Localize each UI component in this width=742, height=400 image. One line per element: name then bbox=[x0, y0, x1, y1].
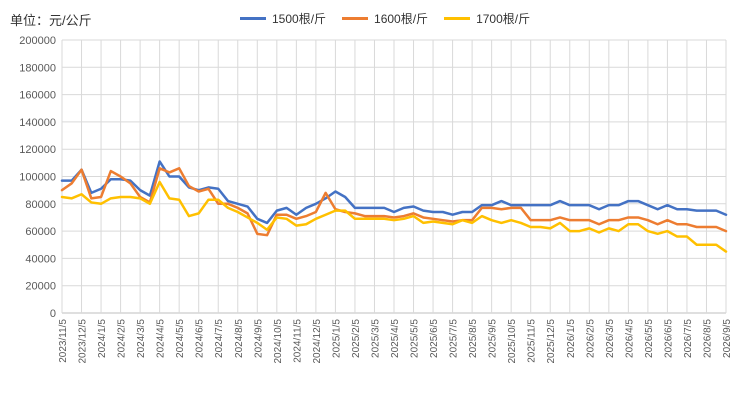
x-tick-label: 2025/3/5 bbox=[370, 319, 381, 358]
legend-label-1600: 1600根/斤 bbox=[374, 12, 429, 26]
x-tick-label: 2024/4/5 bbox=[156, 319, 167, 358]
x-tick-label: 2024/1/5 bbox=[97, 319, 108, 358]
x-tick-label: 2024/8/5 bbox=[234, 319, 245, 358]
x-tick-label: 2026/3/5 bbox=[605, 319, 616, 358]
x-tick-label: 2025/8/5 bbox=[468, 319, 479, 358]
x-tick-label: 2026/5/5 bbox=[644, 319, 655, 358]
x-axis-ticks: 2023/11/5 2023/12/5 2024/1/5 2024/2/5 2024/3… bbox=[58, 319, 733, 364]
grid-layer bbox=[61, 39, 727, 314]
x-tick-label: 2025/5/5 bbox=[410, 319, 421, 358]
x-tick-label: 2024/6/5 bbox=[195, 319, 206, 358]
x-tick-label: 2026/2/5 bbox=[585, 319, 596, 358]
legend-swatch-1700 bbox=[444, 17, 471, 20]
x-tick-label: 2023/12/5 bbox=[78, 319, 89, 364]
x-tick-label: 2025/11/5 bbox=[527, 319, 538, 363]
x-tick-label: 2025/4/5 bbox=[390, 319, 401, 358]
y-tick-label: 120000 bbox=[19, 144, 56, 156]
legend-item-1700: 1700根/斤 bbox=[444, 10, 530, 27]
x-tick-label: 2023/11/5 bbox=[58, 319, 69, 363]
y-tick-label: 60000 bbox=[25, 226, 56, 238]
y-axis-ticks: 0 20000 40000 60000 80000 100000 120000 140000 1… bbox=[19, 35, 56, 320]
unit-label: 单位：元/公斤 bbox=[10, 13, 92, 28]
legend-label-1500: 1500根/斤 bbox=[272, 12, 327, 26]
x-tick-label: 2025/7/5 bbox=[449, 319, 460, 358]
x-tick-label: 2024/7/5 bbox=[214, 319, 225, 358]
series-line-1700 bbox=[60, 180, 728, 253]
legend: 1500根/斤 1600根/斤 1700根/斤 bbox=[240, 10, 530, 27]
legend-swatch-1600 bbox=[342, 17, 369, 20]
x-tick-label: 2025/2/5 bbox=[351, 319, 362, 358]
y-tick-label: 140000 bbox=[19, 117, 56, 129]
y-tick-label: 20000 bbox=[25, 281, 56, 293]
y-tick-label: 0 bbox=[50, 308, 56, 320]
x-tick-label: 2026/8/5 bbox=[702, 319, 713, 358]
y-tick-label: 40000 bbox=[25, 253, 56, 265]
x-tick-label: 2025/6/5 bbox=[429, 319, 440, 358]
legend-item-1500: 1500根/斤 bbox=[240, 10, 326, 27]
x-tick-label: 2026/4/5 bbox=[624, 319, 635, 358]
x-tick-label: 2024/5/5 bbox=[175, 319, 186, 358]
legend-label-1700: 1700根/斤 bbox=[476, 12, 531, 26]
x-tick-label: 2026/1/5 bbox=[566, 319, 577, 358]
y-tick-label: 80000 bbox=[25, 199, 56, 211]
x-tick-label: 2026/9/5 bbox=[722, 319, 733, 358]
y-tick-label: 200000 bbox=[19, 35, 56, 47]
x-tick-label: 2024/10/5 bbox=[273, 319, 284, 364]
x-tick-label: 2025/12/5 bbox=[546, 319, 557, 364]
x-tick-label: 2024/12/5 bbox=[312, 319, 323, 364]
y-tick-label: 160000 bbox=[19, 90, 56, 102]
x-tick-label: 2024/2/5 bbox=[117, 319, 128, 358]
y-tick-label: 100000 bbox=[19, 172, 56, 184]
x-tick-label: 2024/11/5 bbox=[292, 319, 303, 363]
x-tick-label: 2026/6/5 bbox=[663, 319, 674, 358]
series-line-1500 bbox=[60, 160, 728, 225]
series-layer bbox=[60, 160, 728, 253]
x-tick-label: 2025/10/5 bbox=[507, 319, 518, 364]
legend-item-1600: 1600根/斤 bbox=[342, 10, 428, 27]
series-line-1600 bbox=[60, 167, 728, 237]
x-tick-label: 2025/9/5 bbox=[488, 319, 499, 358]
x-tick-label: 2024/3/5 bbox=[136, 319, 147, 358]
y-tick-label: 180000 bbox=[19, 62, 56, 74]
x-tick-label: 2026/7/5 bbox=[683, 319, 694, 358]
x-tick-label: 2024/9/5 bbox=[253, 319, 264, 358]
x-tick-label: 2025/1/5 bbox=[331, 319, 342, 358]
legend-swatch-1500 bbox=[240, 17, 266, 20]
